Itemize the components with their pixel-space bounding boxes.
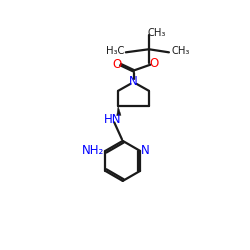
- Text: O: O: [112, 58, 121, 71]
- Text: CH₃: CH₃: [171, 46, 190, 56]
- Text: N: N: [141, 144, 150, 156]
- Text: N: N: [129, 75, 138, 88]
- Text: NH₂: NH₂: [82, 144, 104, 156]
- Text: HN: HN: [104, 113, 122, 126]
- Polygon shape: [117, 106, 121, 116]
- Text: H₃C: H₃C: [106, 46, 124, 56]
- Text: CH₃: CH₃: [148, 28, 166, 38]
- Text: O: O: [149, 56, 158, 70]
